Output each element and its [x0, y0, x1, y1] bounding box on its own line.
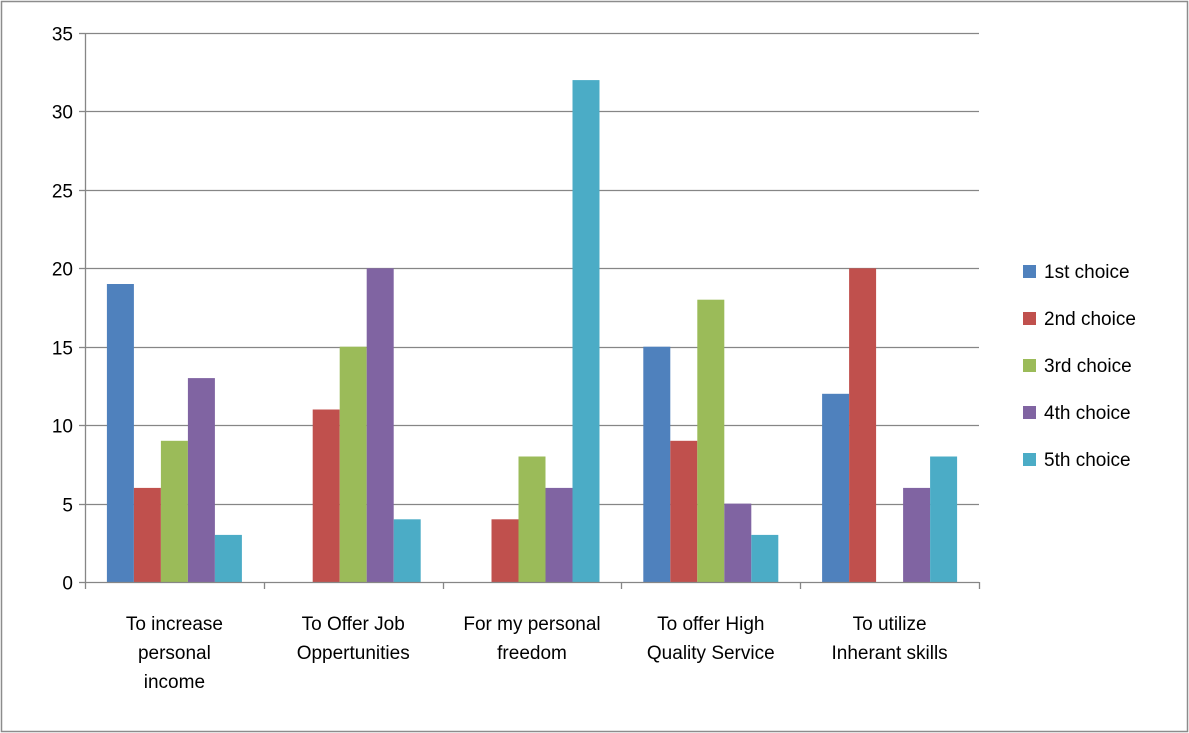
legend-swatch — [1023, 406, 1036, 419]
y-tick-label: 30 — [52, 103, 73, 124]
y-tick-label: 20 — [52, 260, 73, 281]
bar — [518, 456, 546, 582]
x-category-labels: To increase personal income To Offer Job Opp… — [126, 614, 948, 693]
x-category-label: To Offer Job Oppertunities — [297, 614, 410, 664]
bar — [822, 393, 850, 582]
bar — [849, 268, 877, 582]
x-category-line: Quality Service — [647, 643, 775, 664]
x-category-line: Inherant skills — [832, 643, 948, 664]
x-category-line: To utilize — [853, 614, 927, 635]
bar — [133, 487, 161, 582]
x-category-line: freedom — [497, 643, 567, 664]
x-category-label: To utilize Inherant skills — [832, 614, 948, 664]
x-category-line: personal — [138, 643, 211, 664]
bar — [491, 519, 519, 582]
y-tick-label: 15 — [52, 339, 73, 360]
y-tick-label: 10 — [52, 417, 73, 438]
legend-label: 4th choice — [1044, 403, 1131, 424]
legend-item: 2nd choice — [1023, 309, 1136, 330]
legend-swatch — [1023, 265, 1036, 278]
bar — [187, 378, 215, 582]
x-category-label: To increase personal income — [126, 614, 223, 693]
bar — [930, 456, 958, 582]
y-tick-label: 5 — [62, 496, 73, 517]
legend-label: 1st choice — [1044, 262, 1130, 283]
x-category-line: To increase — [126, 614, 223, 635]
bar — [366, 268, 394, 582]
x-category-line: income — [144, 672, 205, 693]
y-tick-label: 35 — [52, 25, 73, 46]
y-tick-label: 0 — [62, 574, 73, 595]
bar — [903, 487, 931, 582]
bars — [106, 80, 958, 582]
x-category-label: For my personal freedom — [463, 614, 600, 664]
legend-label: 3rd choice — [1044, 356, 1132, 377]
axes — [79, 32, 981, 589]
bar — [572, 80, 600, 582]
bar — [160, 440, 188, 582]
x-category-line: For my personal — [463, 614, 600, 635]
bar — [545, 487, 573, 582]
bar — [670, 440, 698, 582]
bar — [106, 284, 134, 582]
bar — [697, 299, 725, 582]
bar — [339, 346, 367, 582]
bar — [751, 534, 779, 582]
legend-swatch — [1023, 359, 1036, 372]
legend-swatch — [1023, 312, 1036, 325]
legend-item: 3rd choice — [1023, 356, 1132, 377]
legend-label: 2nd choice — [1044, 309, 1136, 330]
legend-swatch — [1023, 453, 1036, 466]
bar — [393, 519, 421, 582]
x-category-line: To Offer Job — [302, 614, 405, 635]
legend-item: 1st choice — [1023, 262, 1130, 283]
x-category-line: Oppertunities — [297, 643, 410, 664]
bar — [214, 534, 242, 582]
x-category-line: To offer High — [657, 614, 764, 635]
x-category-label: To offer High Quality Service — [647, 614, 775, 664]
y-tick-label: 25 — [52, 182, 73, 203]
legend-label: 5th choice — [1044, 450, 1131, 471]
bar — [643, 346, 671, 582]
y-tick-labels: 0 5 10 15 20 25 30 35 — [52, 25, 73, 595]
legend-item: 5th choice — [1023, 450, 1131, 471]
legend-item: 4th choice — [1023, 403, 1131, 424]
bar — [724, 503, 752, 582]
bar — [312, 409, 340, 582]
legend: 1st choice 2nd choice 3rd choice 4th choice… — [1023, 262, 1136, 471]
